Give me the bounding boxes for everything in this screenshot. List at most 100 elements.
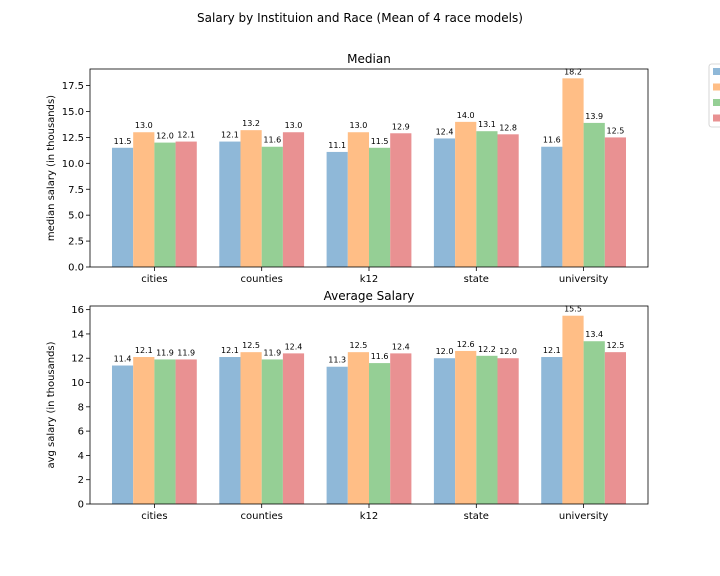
bar <box>455 121 477 267</box>
data-label: 13.2 <box>242 119 260 128</box>
data-label: 11.6 <box>543 136 561 145</box>
bar <box>562 315 584 504</box>
bar <box>347 132 369 267</box>
bar <box>133 132 155 267</box>
y-tick-label: 10.0 <box>62 159 84 170</box>
bar <box>583 122 605 267</box>
y-tick-label: 6 <box>78 427 84 438</box>
y-tick-label: 16 <box>71 305 84 316</box>
bar <box>562 78 584 268</box>
bar <box>261 146 283 267</box>
legend-box <box>708 63 720 128</box>
x-tick-label: cities <box>141 511 167 522</box>
data-label: 12.8 <box>499 123 517 132</box>
x-tick-label: k12 <box>360 511 379 522</box>
data-label: 13.1 <box>478 120 496 129</box>
bar <box>604 352 627 504</box>
y-axis-label: median salary (in thousands) <box>46 95 57 241</box>
data-label: 12.6 <box>457 340 475 349</box>
data-label: 11.9 <box>156 348 174 357</box>
bar <box>433 358 456 504</box>
bar <box>175 359 197 504</box>
x-tick-label: state <box>464 511 489 522</box>
data-label: 12.9 <box>392 122 410 131</box>
y-tick-label: 14 <box>71 329 84 340</box>
bar <box>154 359 176 504</box>
y-tick-label: 15.0 <box>62 107 84 118</box>
bar <box>240 352 262 504</box>
bar <box>240 130 262 267</box>
data-label: 12.0 <box>499 347 517 356</box>
y-tick-label: 8 <box>78 402 84 413</box>
bar <box>219 357 241 504</box>
bar <box>261 359 283 504</box>
data-label: 12.1 <box>543 346 561 355</box>
data-label: 12.0 <box>436 347 454 356</box>
data-label: 12.5 <box>349 341 367 350</box>
bar <box>154 142 176 267</box>
figure-suptitle: Salary by Instituion and Race (Mean of 4… <box>197 11 523 25</box>
data-label: 11.6 <box>371 352 389 361</box>
x-tick-label: university <box>559 274 609 285</box>
bar <box>369 363 391 504</box>
bar <box>583 341 605 504</box>
bar <box>541 357 563 504</box>
data-label: 12.5 <box>607 341 625 350</box>
bar <box>390 133 412 267</box>
data-label: 12.0 <box>156 132 174 141</box>
chart-title: Median <box>347 52 391 66</box>
data-label: 12.2 <box>478 345 496 354</box>
bar <box>133 357 155 504</box>
data-label: 11.9 <box>263 348 281 357</box>
x-tick-label: university <box>559 511 609 522</box>
y-tick-label: 4 <box>78 451 84 462</box>
bar <box>111 365 134 504</box>
legend-swatch <box>713 68 720 75</box>
data-label: 15.5 <box>564 305 582 314</box>
bar <box>455 350 477 504</box>
y-axis-label: avg salary (in thousands) <box>46 341 57 468</box>
y-tick-label: 12 <box>71 354 84 365</box>
bar <box>497 134 519 267</box>
data-label: 12.5 <box>242 341 260 350</box>
data-label: 14.0 <box>457 111 475 120</box>
bar <box>175 141 197 267</box>
x-tick-label: cities <box>141 274 167 285</box>
bar <box>476 355 498 504</box>
bar <box>604 137 627 267</box>
data-label: 11.5 <box>114 137 132 146</box>
data-label: 11.6 <box>263 136 281 145</box>
y-tick-label: 2.5 <box>68 237 84 248</box>
data-label: 13.0 <box>285 121 303 130</box>
bar <box>541 146 563 267</box>
data-label: 18.2 <box>564 67 582 76</box>
data-label: 12.4 <box>436 127 454 136</box>
data-label: 13.4 <box>585 330 603 339</box>
x-tick-label: counties <box>241 274 283 285</box>
data-label: 12.1 <box>221 346 239 355</box>
data-label: 12.1 <box>221 131 239 140</box>
legend-swatch <box>713 114 720 122</box>
y-tick-label: 0 <box>78 500 84 511</box>
legend-swatch <box>713 83 720 91</box>
data-label: 12.1 <box>135 346 153 355</box>
y-tick-label: 10 <box>71 378 84 389</box>
bar <box>282 353 305 504</box>
bar <box>111 147 134 267</box>
y-tick-label: 12.5 <box>62 133 84 144</box>
data-label: 12.4 <box>392 342 410 351</box>
data-label: 11.9 <box>177 348 195 357</box>
bar <box>369 147 391 267</box>
data-label: 12.4 <box>285 342 303 351</box>
bar <box>219 141 241 267</box>
bar <box>347 352 369 504</box>
y-tick-label: 0.0 <box>68 263 84 274</box>
data-label: 11.5 <box>371 137 389 146</box>
data-label: 13.0 <box>349 121 367 130</box>
bar <box>476 131 498 267</box>
x-tick-label: k12 <box>360 274 379 285</box>
data-label: 13.9 <box>585 112 603 121</box>
